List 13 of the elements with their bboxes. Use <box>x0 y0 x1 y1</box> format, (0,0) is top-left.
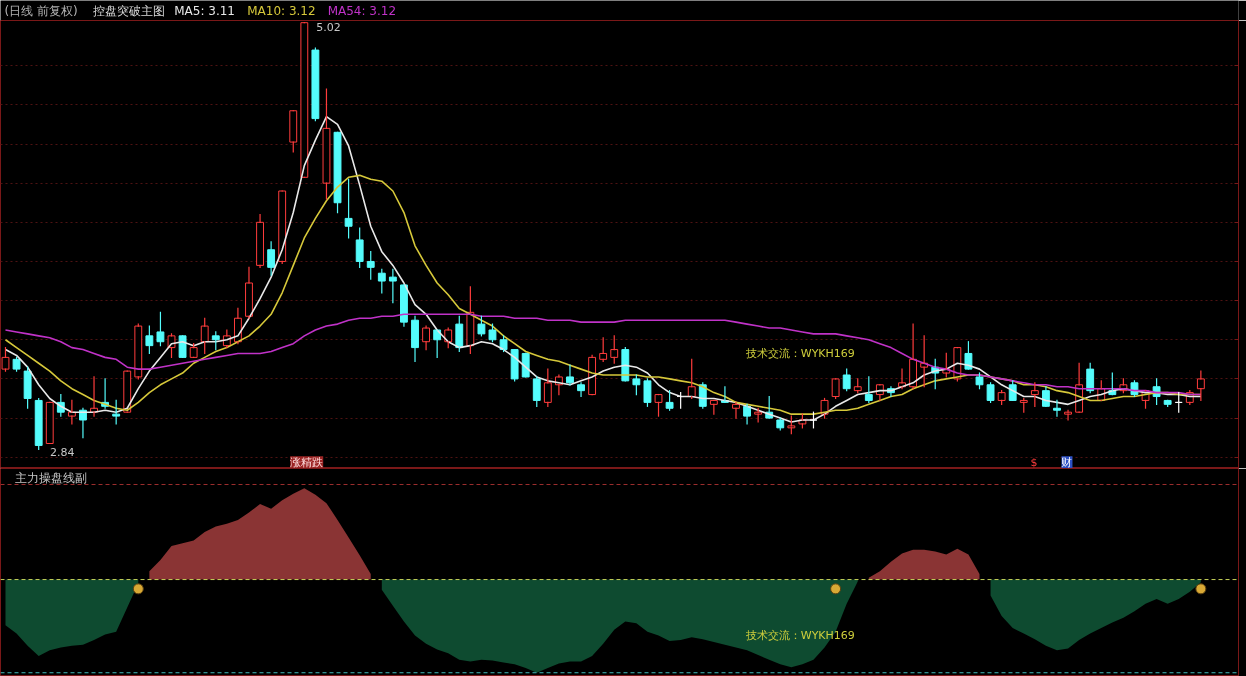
text: 财 <box>1061 456 1073 470</box>
text: MA5: 3.11 <box>174 3 235 18</box>
text: $ <box>1030 456 1038 470</box>
chart-title: 主力操盘线副 <box>14 470 87 485</box>
text: MA10: 3.12 <box>247 3 316 18</box>
chart-title: (日线 前复权) <box>4 3 78 18</box>
annotation: 技术交流：WYKH169 <box>744 346 855 360</box>
chart-subtitle: 控盘突破主图 <box>92 3 165 18</box>
annotation: 2.84 <box>50 446 75 460</box>
text: 涨精跌 <box>290 456 324 470</box>
annotation: 5.02 <box>316 20 341 34</box>
annotation: 技术交流：WYKH169 <box>744 629 855 643</box>
text: MA54: 3.12 <box>327 3 397 18</box>
